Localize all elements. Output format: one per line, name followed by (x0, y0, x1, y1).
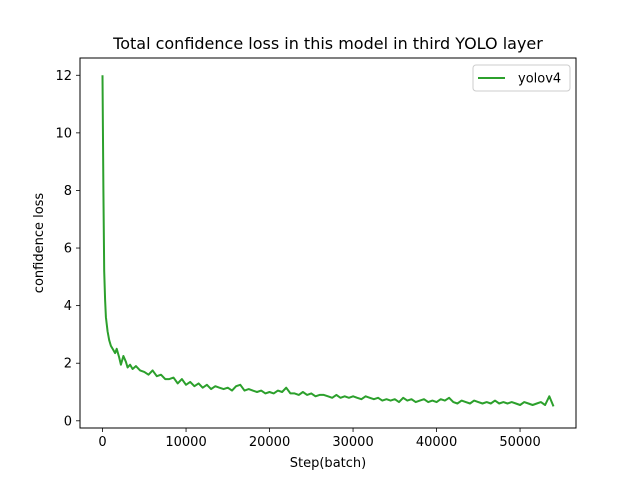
x-tick-label: 30000 (332, 435, 373, 450)
chart-title: Total confidence loss in this model in t… (112, 34, 543, 53)
y-tick-label: 0 (64, 414, 72, 429)
x-tick-label: 0 (98, 435, 106, 450)
x-axis-label: Step(batch) (290, 456, 366, 471)
x-tick-label: 40000 (416, 435, 457, 450)
y-tick-label: 10 (55, 126, 72, 141)
x-tick-label: 10000 (165, 435, 206, 450)
axes-frame (79, 57, 577, 429)
plot-area (101, 75, 555, 407)
y-tick-label: 12 (55, 69, 72, 84)
series-line-yolov4 (101, 75, 555, 407)
legend: yolov4 (472, 64, 571, 92)
y-axis: 0 2 4 6 8 10 12 (55, 69, 80, 429)
x-tick-label: 50000 (499, 435, 540, 450)
legend-label-yolov4: yolov4 (518, 72, 561, 87)
x-tick-label: 20000 (249, 435, 290, 450)
x-axis: 0 10000 20000 30000 40000 50000 (98, 428, 541, 450)
y-tick-label: 4 (64, 299, 72, 314)
y-tick-label: 2 (64, 357, 72, 372)
legend-box (472, 64, 571, 92)
y-tick-label: 6 (64, 242, 72, 257)
y-tick-label: 8 (64, 184, 72, 199)
y-axis-label: confidence loss (32, 193, 47, 294)
